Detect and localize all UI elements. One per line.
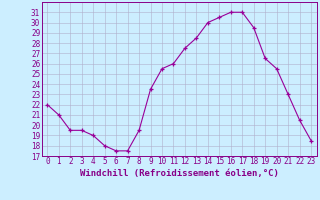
X-axis label: Windchill (Refroidissement éolien,°C): Windchill (Refroidissement éolien,°C) — [80, 169, 279, 178]
